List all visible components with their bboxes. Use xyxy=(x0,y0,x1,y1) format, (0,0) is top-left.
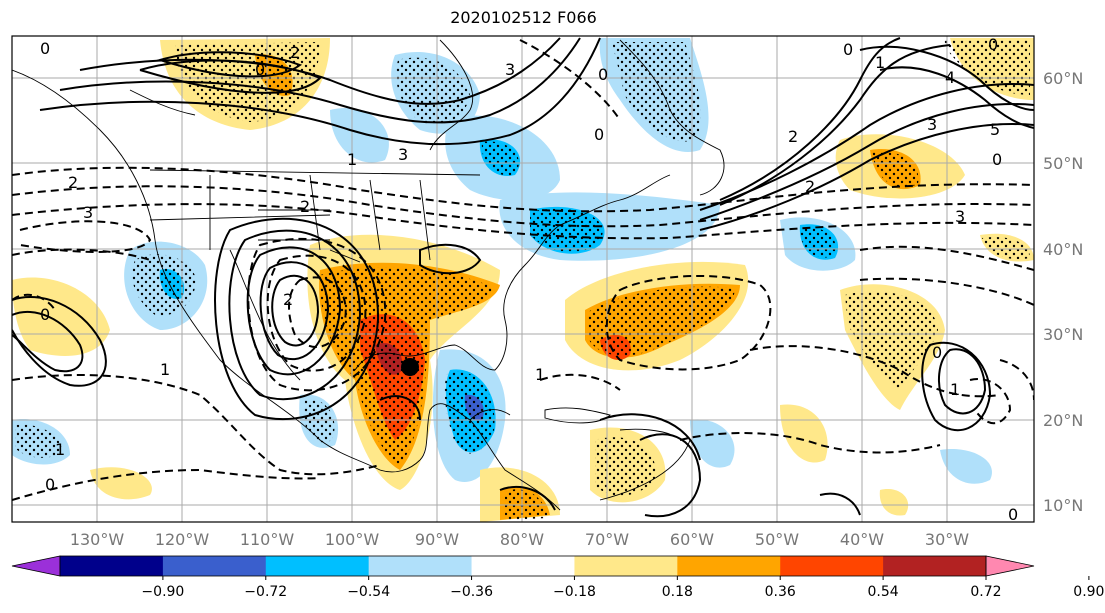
colorbar-cell xyxy=(677,556,781,576)
contour-label: 1 xyxy=(160,360,170,379)
pos-anomaly-light xyxy=(90,467,152,500)
contour-label: 0 xyxy=(40,39,50,58)
coastlines xyxy=(12,39,725,511)
lon-label: 90°W xyxy=(415,530,459,549)
lon-label: 120°W xyxy=(155,530,210,549)
colorbar: −0.90 −0.72 −0.54 −0.36 −0.18 0.18 0.36 0.54 0.7… xyxy=(11,555,1104,600)
contour-label: 0 xyxy=(932,343,942,362)
storm-position-marker xyxy=(401,358,419,376)
contour-label: 2 xyxy=(805,177,815,196)
colorbar-tick-label: 0.72 xyxy=(970,584,1001,600)
lon-label: 60°W xyxy=(670,530,714,549)
neg-anomaly-light xyxy=(330,108,389,163)
contour-label: 0 xyxy=(598,65,608,84)
colorbar-cell xyxy=(883,556,987,576)
lat-label: 40°N xyxy=(1043,240,1083,259)
lat-label: 30°N xyxy=(1043,325,1083,344)
contour-label: 0 xyxy=(1008,505,1018,524)
longitude-axis: 130°W 120°W 110°W 100°W 90°W 80°W 70°W 6… xyxy=(70,530,969,549)
lon-label: 50°W xyxy=(755,530,799,549)
colorbar-cell xyxy=(471,556,575,576)
colorbar-tick-label: −0.90 xyxy=(141,584,184,600)
colorbar-tick-label: 0.54 xyxy=(868,584,899,600)
contour-label: 3 xyxy=(505,60,515,79)
lon-label: 30°W xyxy=(925,530,969,549)
lon-label: 80°W xyxy=(500,530,544,549)
pos-anomaly-light xyxy=(780,404,828,463)
colorbar-cell xyxy=(368,556,473,576)
lat-label: 10°N xyxy=(1043,496,1083,515)
contour-label: 1 xyxy=(55,440,65,459)
lon-label: 70°W xyxy=(585,530,629,549)
contour-label: 0 xyxy=(255,60,265,79)
positive-contours xyxy=(12,37,1034,518)
contour-label: 0 xyxy=(843,40,853,59)
map-title: 2020102512 F066 xyxy=(450,8,597,27)
neg-anomaly-light xyxy=(690,419,735,468)
contour-label: 1 xyxy=(875,53,885,72)
contour-label: 3 xyxy=(83,203,93,222)
lon-label: 110°W xyxy=(240,530,295,549)
contour-label: 2 xyxy=(290,43,300,62)
colorbar-extend-right xyxy=(985,555,1035,577)
contour-label: 1 xyxy=(950,380,960,399)
contour-label: 3 xyxy=(927,115,937,134)
contour-label: 2 xyxy=(283,290,293,309)
colorbar-extend-left xyxy=(11,555,61,577)
contour-labels: 0 2 0 3 0 2 1 0 3 4 5 0 1 2 3 0 3 2 0 3 … xyxy=(40,35,1018,524)
colorbar-tick-label: 0.36 xyxy=(765,584,796,600)
contour-label: 5 xyxy=(990,120,1000,139)
latitude-axis: 60°N 50°N 40°N 30°N 20°N 10°N xyxy=(1043,69,1083,515)
colorbar-cell xyxy=(265,556,370,576)
colorbar-tick-label: 0.18 xyxy=(662,584,693,600)
map-frame xyxy=(11,35,1035,523)
neg-anomaly-light xyxy=(940,449,992,484)
colorbar-cell xyxy=(60,556,164,576)
lat-label: 50°N xyxy=(1043,154,1083,173)
map-area: 0 2 0 3 0 2 1 0 3 4 5 0 1 2 3 0 3 2 0 3 … xyxy=(12,35,1034,524)
colorbar-tick-label: −0.72 xyxy=(244,584,287,600)
contour-label: 0 xyxy=(45,475,55,494)
colorbar-tick-label: −0.18 xyxy=(553,584,596,600)
colorbar-tick-label: 0.90 xyxy=(1073,584,1104,600)
contour-label: 1 xyxy=(347,150,357,169)
pos-anomaly-light xyxy=(879,489,909,516)
contour-label: 0 xyxy=(988,35,998,54)
contour-label: 0 xyxy=(594,125,604,144)
contour-label: 4 xyxy=(945,68,955,87)
colorbar-cell xyxy=(780,556,884,576)
contour-label: 2 xyxy=(68,173,78,192)
lon-label: 100°W xyxy=(325,530,380,549)
contour-label: 3 xyxy=(955,207,965,226)
contour-label: 2 xyxy=(300,197,310,216)
colorbar-tick-label: −0.54 xyxy=(347,584,390,600)
lat-label: 60°N xyxy=(1043,69,1083,88)
colorbar-cell xyxy=(574,556,678,576)
contour-label: 0 xyxy=(992,150,1002,169)
colorbar-frame xyxy=(59,555,987,577)
contour-label: 0 xyxy=(40,305,50,324)
lon-label: 130°W xyxy=(70,530,125,549)
colorbar-cell xyxy=(162,556,267,576)
lon-label: 40°W xyxy=(840,530,884,549)
contour-label: 3 xyxy=(398,145,408,164)
colorbar-tick-label: −0.36 xyxy=(450,584,493,600)
lat-label: 20°N xyxy=(1043,411,1083,430)
contour-label: 2 xyxy=(788,127,798,146)
contour-label: 1 xyxy=(535,365,545,384)
